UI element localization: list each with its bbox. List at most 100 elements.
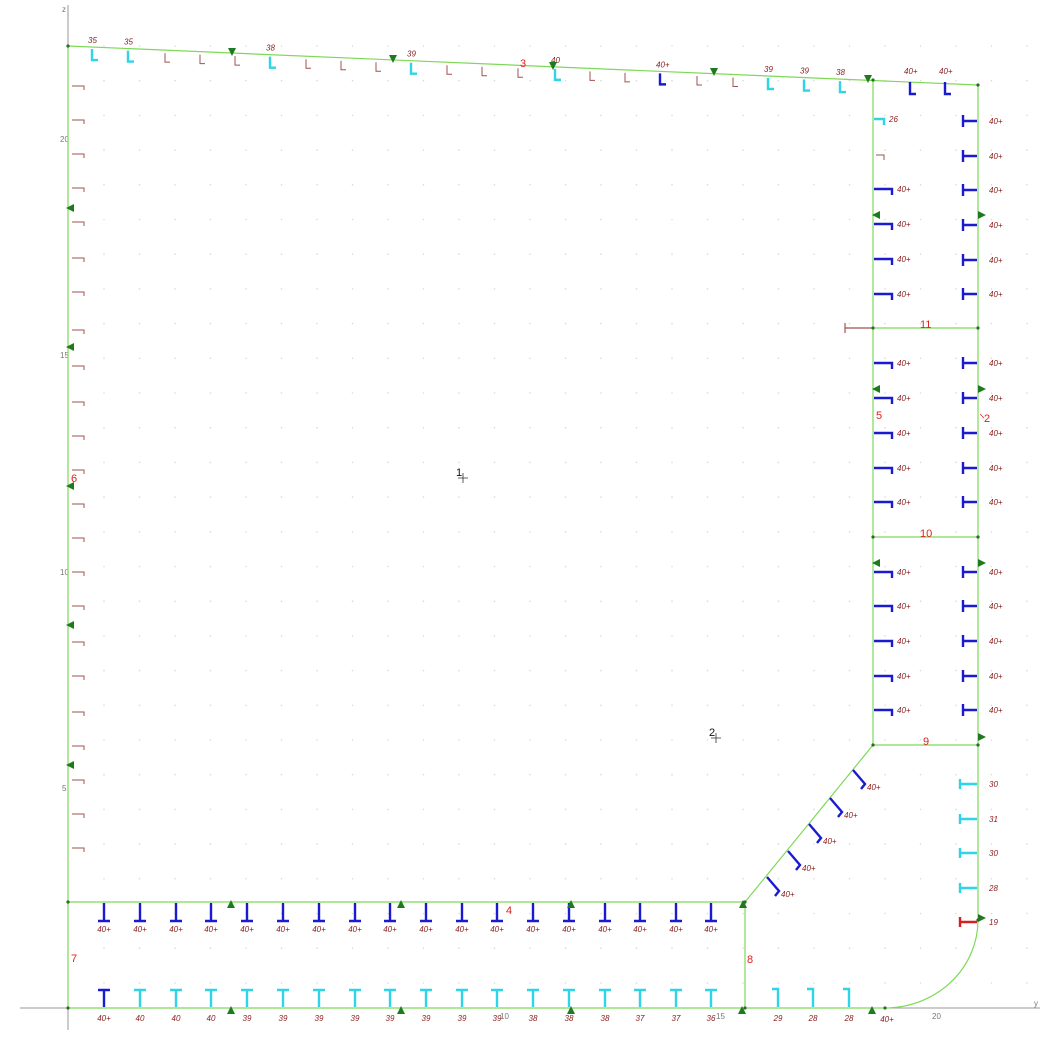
small-stiffener: [481, 66, 487, 77]
grid-dot: [138, 982, 141, 984]
grid-dot: [1026, 288, 1028, 290]
lower-bottom-stiffener-label: 40: [136, 1014, 145, 1023]
inner-web-stiffener: [874, 222, 894, 230]
small-stiffener: [517, 68, 523, 78]
grid-dot: [103, 496, 105, 498]
grid-dot: [209, 426, 212, 429]
green-triangle-icon: [549, 62, 557, 70]
grid-dot: [635, 600, 638, 602]
right-lower-stiffener-label: 28: [988, 884, 998, 893]
grid-dot: [245, 357, 247, 360]
upper-bottom-stiffener: [349, 903, 361, 923]
grid-dot: [103, 565, 105, 568]
grid-dot: [280, 878, 283, 880]
lower-bottom-stiffener-label: 39: [243, 1014, 252, 1023]
right-lower-stiffener: [958, 917, 977, 927]
grid-dot: [777, 79, 780, 82]
grid-dot: [990, 739, 993, 741]
grid-dot: [990, 288, 993, 290]
grid-dot: [493, 322, 496, 325]
chevron-arrow-icon: [979, 413, 985, 419]
grid-dot: [600, 45, 602, 47]
grid-dot: [174, 461, 176, 464]
grid-dot: [990, 218, 993, 221]
grid-dot: [742, 184, 744, 186]
grid-dot: [316, 912, 318, 915]
grid-dot: [671, 808, 673, 811]
grid-dot: [138, 496, 141, 498]
grid-dot: [245, 565, 247, 568]
grid-dot: [671, 392, 673, 394]
grid-dot: [635, 704, 638, 707]
grid-dot: [742, 45, 744, 47]
grid-dot: [245, 426, 247, 429]
grid-dot: [316, 322, 318, 325]
lower-bottom-stiffener-label: 38: [565, 1014, 574, 1023]
grid-dot: [1026, 496, 1028, 498]
grid-dot: [174, 635, 176, 637]
grid-dot: [955, 982, 957, 984]
grid-dot: [564, 739, 567, 741]
grid-dot: [600, 912, 602, 915]
lower-bottom-stiffener-label: 40: [172, 1014, 181, 1023]
grid-dot: [138, 149, 141, 151]
grid-dot: [387, 773, 389, 776]
outer-web-stiffener-label: 40+: [989, 429, 1003, 438]
grid-dot: [387, 288, 389, 290]
grid-dot: [493, 79, 496, 82]
grid-dot: [777, 947, 780, 949]
lower-bottom-stiffener-label: 29: [773, 1014, 783, 1023]
upper-bottom-stiffener-label: 40+: [526, 925, 540, 934]
member-label-5: 5: [876, 410, 882, 422]
grid-dot: [884, 669, 886, 672]
grid-dot: [280, 253, 283, 255]
grid-dot: [138, 531, 141, 533]
grid-dot: [671, 461, 673, 464]
upper-bottom-stiffener: [205, 903, 217, 923]
grid-dot: [919, 739, 922, 741]
grid-dot: [138, 288, 141, 290]
grid-dot: [884, 45, 886, 47]
grid-dot: [422, 704, 425, 707]
grid-dot: [742, 947, 744, 949]
small-stiffener: [72, 469, 85, 474]
grid-dot: [529, 669, 531, 672]
grid-dot: [990, 79, 993, 82]
grid-dot: [884, 947, 886, 949]
grid-dot: [529, 253, 531, 255]
grid-dot: [529, 149, 531, 151]
grid-dot: [564, 288, 567, 290]
grid-dot: [174, 149, 176, 151]
grid-dot: [351, 808, 354, 811]
grid-dot: [138, 565, 141, 568]
grid-dot: [174, 496, 176, 498]
outline-node: [66, 1006, 70, 1010]
crosshair-icon: [711, 733, 721, 743]
grid-dot: [280, 565, 283, 568]
inner-web-stiffener: [874, 604, 894, 612]
outline-node: [66, 44, 70, 48]
grid-dot: [138, 704, 141, 707]
grid-dot: [387, 426, 389, 429]
small-stiffener: [305, 59, 311, 69]
grid-dot: [422, 565, 425, 568]
grid-dot: [387, 79, 389, 82]
grid-dot: [351, 704, 354, 707]
grid-dot: [742, 565, 744, 568]
upper-bottom-stiffener: [134, 903, 146, 923]
small-stiffener: [72, 119, 85, 124]
grid-dot: [990, 114, 993, 117]
grid-dot: [422, 739, 425, 741]
grid-dot: [671, 669, 673, 672]
grid-dot: [103, 635, 105, 637]
grid-dot: [990, 253, 993, 255]
grid-dot: [777, 322, 780, 325]
grid-dot: [280, 288, 283, 290]
upper-bottom-stiffener-label: 40+: [383, 925, 397, 934]
grid-dot: [280, 704, 283, 707]
inner-web-stiffener-label: 40+: [897, 602, 911, 611]
grid-dot: [990, 565, 993, 568]
grid-dot: [103, 982, 105, 984]
grid-dot: [635, 253, 638, 255]
